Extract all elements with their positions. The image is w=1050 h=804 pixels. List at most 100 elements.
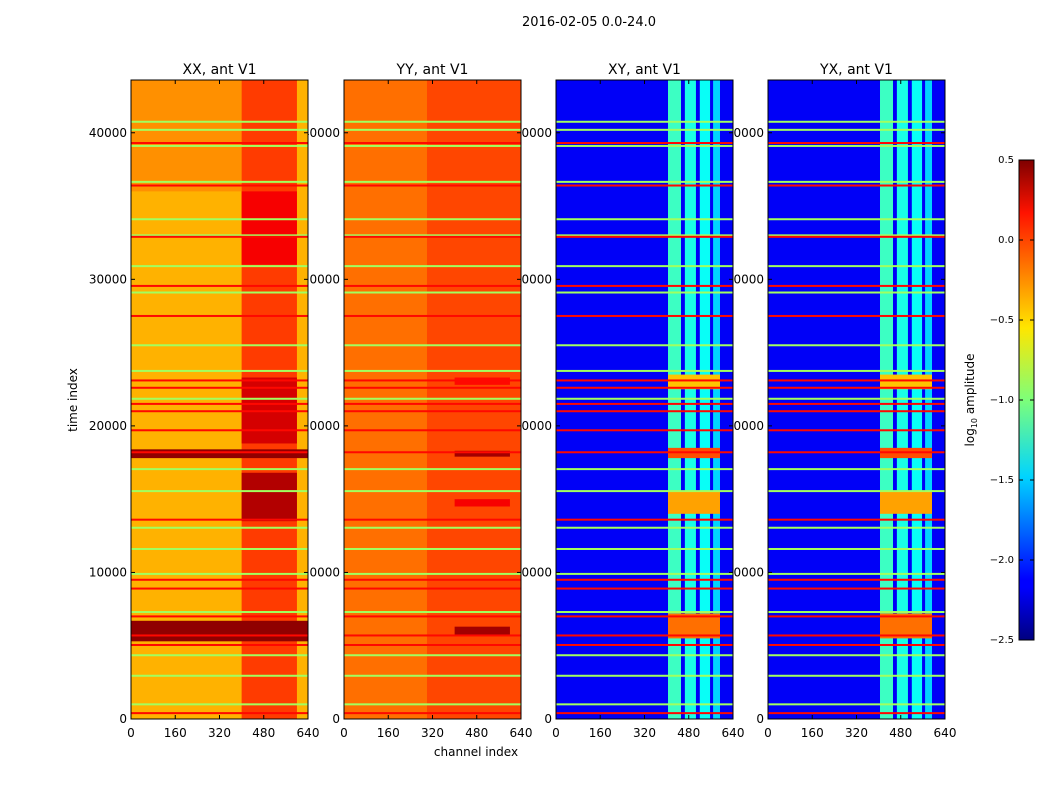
flagged-row-mid <box>344 128 521 131</box>
flagged-row-mid <box>131 265 308 268</box>
y-tick-label: 0 <box>332 712 340 726</box>
colorbar-label-sub: 10 <box>970 418 979 428</box>
x-tick-label: 160 <box>377 726 400 740</box>
flagged-row-high <box>344 284 521 287</box>
heatmap-block <box>454 499 510 507</box>
flagged-row-high <box>556 634 733 637</box>
flagged-row-high <box>768 451 945 454</box>
flagged-row-high <box>131 634 308 637</box>
flagged-row-high <box>344 235 521 238</box>
flagged-row-mid <box>131 654 308 657</box>
flagged-row-mid <box>131 291 308 294</box>
flagged-row-mid <box>131 397 308 400</box>
flagged-row-mid <box>344 397 521 400</box>
x-tick-label: 480 <box>465 726 488 740</box>
flagged-row-high <box>768 615 945 618</box>
flagged-row-mid <box>556 490 733 493</box>
flagged-row-mid <box>768 344 945 347</box>
colorbar-tick-label: −1.0 <box>990 395 1014 406</box>
flagged-row-high <box>556 429 733 432</box>
heatmap-block <box>668 491 721 514</box>
flagged-row-mid <box>131 128 308 131</box>
flagged-row-high <box>344 429 521 432</box>
flagged-row-high <box>344 643 521 646</box>
flagged-row-mid <box>556 218 733 221</box>
flagged-row-mid <box>344 344 521 347</box>
y-tick-label: 10000 <box>726 565 764 579</box>
flagged-row-high <box>556 578 733 581</box>
flagged-row-mid <box>768 128 945 131</box>
flagged-row-high <box>344 578 521 581</box>
flagged-row-high <box>556 386 733 389</box>
y-tick-label: 30000 <box>302 272 340 286</box>
flagged-row-mid <box>768 144 945 147</box>
x-tick-label: 320 <box>208 726 231 740</box>
flagged-row-high <box>556 615 733 618</box>
flagged-row-high <box>344 587 521 590</box>
flagged-row-high <box>131 184 308 187</box>
flagged-row-high <box>131 284 308 287</box>
flagged-row-mid <box>131 674 308 677</box>
flagged-row-high <box>344 184 521 187</box>
panel-yy: YY, ant V1 <box>343 62 522 720</box>
flagged-row-high <box>131 314 308 317</box>
flagged-row-mid <box>556 654 733 657</box>
flagged-row-mid <box>344 572 521 575</box>
flagged-row-high <box>344 451 521 454</box>
flagged-row-high <box>556 379 733 382</box>
x-tick-label: 320 <box>633 726 656 740</box>
flagged-row-high <box>768 402 945 405</box>
y-tick-label: 20000 <box>514 419 552 433</box>
flagged-row-high <box>556 451 733 454</box>
flagged-row-mid <box>131 234 308 237</box>
heatmap-block <box>668 613 721 639</box>
flagged-row-high <box>131 578 308 581</box>
flagged-row-high <box>131 643 308 646</box>
flagged-row-mid <box>556 128 733 131</box>
colorbar-tick-label: −2.0 <box>990 555 1014 566</box>
flagged-row-high <box>344 615 521 618</box>
flagged-row-high <box>556 410 733 413</box>
flagged-row-mid <box>344 526 521 529</box>
colorbar-tick-label: 0.0 <box>998 235 1014 246</box>
y-tick-label: 40000 <box>89 126 127 140</box>
flagged-row-high <box>344 379 521 382</box>
heatmap-block <box>454 626 510 636</box>
y-tick-label: 0 <box>544 712 552 726</box>
colorbar-label-log: log <box>963 428 977 446</box>
panel-title: XX, ant V1 <box>183 62 257 78</box>
flagged-row-mid <box>768 611 945 614</box>
flagged-row-mid <box>131 468 308 471</box>
x-tick-label: 160 <box>801 726 824 740</box>
flagged-row-mid <box>556 234 733 237</box>
flagged-row-high <box>131 615 308 618</box>
flagged-row-high <box>344 386 521 389</box>
flagged-row-high <box>768 184 945 187</box>
heatmap-block <box>668 374 721 390</box>
heatmap-block <box>131 620 308 642</box>
flagged-row-high <box>131 402 308 405</box>
flagged-row-mid <box>768 291 945 294</box>
flagged-row-mid <box>556 144 733 147</box>
flagged-row-high <box>131 429 308 432</box>
panel-xy: XY, ant V1 <box>555 62 734 720</box>
y-tick-label: 40000 <box>514 126 552 140</box>
flagged-row-mid <box>131 369 308 372</box>
flagged-row-mid <box>344 547 521 550</box>
y-tick-label: 10000 <box>89 565 127 579</box>
x-tick-label: 0 <box>127 726 135 740</box>
flagged-row-high <box>344 712 521 715</box>
flagged-row-mid <box>556 674 733 677</box>
flagged-row-mid <box>768 654 945 657</box>
x-tick-label: 480 <box>889 726 912 740</box>
flagged-row-mid <box>556 397 733 400</box>
flagged-row-mid <box>556 291 733 294</box>
panel-title: YY, ant V1 <box>396 62 469 78</box>
flagged-row-high <box>131 235 308 238</box>
y-tick-label: 0 <box>756 712 764 726</box>
flagged-row-mid <box>131 344 308 347</box>
flagged-row-mid <box>768 490 945 493</box>
flagged-row-mid <box>344 654 521 657</box>
flagged-row-mid <box>344 120 521 123</box>
x-tick-label: 160 <box>164 726 187 740</box>
